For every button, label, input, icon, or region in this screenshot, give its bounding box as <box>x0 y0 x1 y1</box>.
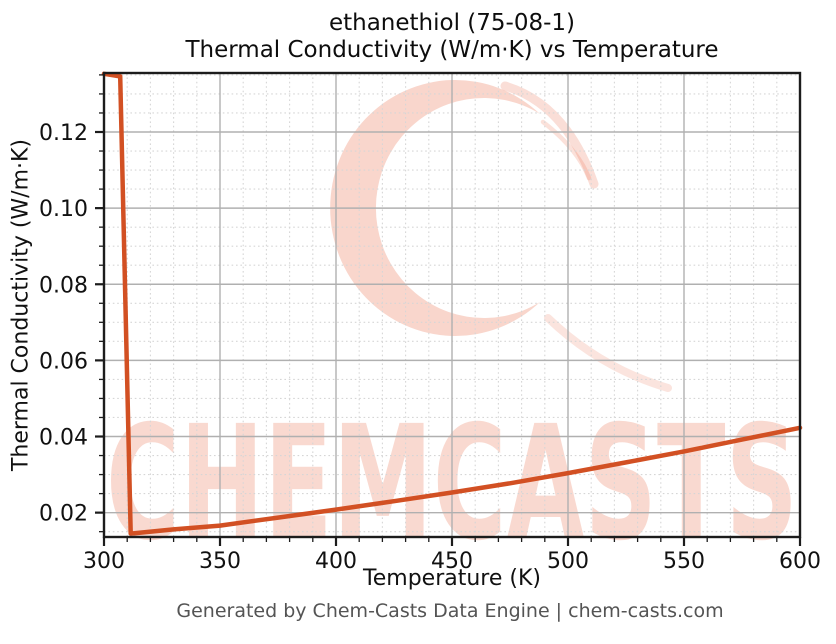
chemcasts-logo-icon <box>330 80 672 392</box>
x-tick-label: 500 <box>547 549 589 574</box>
y-tick-label: 0.04 <box>39 426 88 451</box>
y-tick-label: 0.12 <box>39 121 88 146</box>
chart-title-line1: ethanethiol (75-08-1) <box>328 10 576 36</box>
y-tick-label: 0.02 <box>39 502 88 527</box>
data-line-thermal-conductivity <box>101 71 803 536</box>
x-tick-label: 600 <box>779 549 821 574</box>
grid-major <box>104 73 800 537</box>
x-tick-label: 350 <box>199 549 241 574</box>
x-tick-label: 550 <box>663 549 705 574</box>
y-tick-label: 0.10 <box>39 197 88 222</box>
x-axis-label: Temperature (K) <box>363 566 541 591</box>
x-tick-label: 450 <box>431 549 473 574</box>
x-tick-label: 300 <box>83 549 125 574</box>
y-tick-label: 0.08 <box>39 273 88 298</box>
y-tick-label: 0.06 <box>39 349 88 374</box>
axis-ticks <box>95 74 802 546</box>
chart-title-line2: Thermal Conductivity (W/m·K) vs Temperat… <box>185 37 719 63</box>
footer-credit: Generated by Chem-Casts Data Engine | ch… <box>176 600 724 622</box>
chart-title: ethanethiol (75-08-1) Thermal Conductivi… <box>104 10 800 64</box>
x-tick-label: 400 <box>315 549 357 574</box>
